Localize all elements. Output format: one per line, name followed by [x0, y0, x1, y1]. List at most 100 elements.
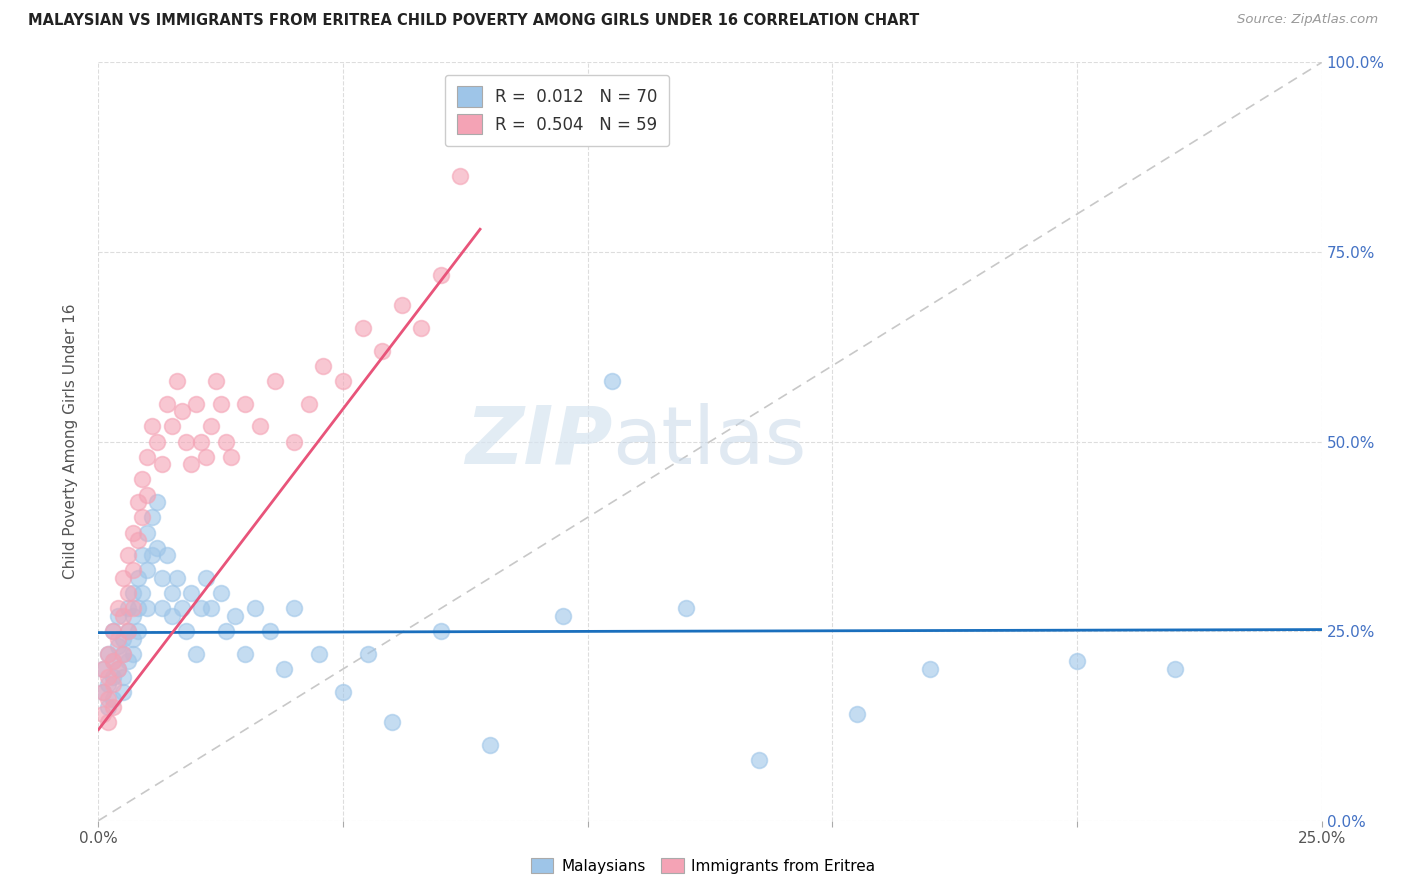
Point	[117, 601, 139, 615]
Point	[121, 608, 143, 623]
Point	[101, 655, 124, 669]
Point	[233, 396, 256, 410]
Point	[214, 434, 236, 449]
Point	[190, 601, 212, 615]
Point	[101, 655, 124, 669]
Point	[101, 692, 124, 706]
Point	[1164, 662, 1187, 676]
Point	[332, 685, 354, 699]
Point	[111, 685, 134, 699]
Point	[91, 707, 114, 722]
Point	[920, 662, 942, 676]
Point	[283, 601, 305, 615]
Point	[117, 655, 139, 669]
Point	[430, 624, 453, 639]
Text: ZIP: ZIP	[465, 402, 612, 481]
Point	[107, 662, 129, 676]
Point	[308, 647, 330, 661]
Point	[97, 677, 120, 691]
Point	[200, 419, 222, 434]
Point	[107, 608, 129, 623]
Point	[136, 487, 159, 501]
Point	[91, 685, 114, 699]
Point	[166, 571, 188, 585]
Point	[136, 601, 159, 615]
Text: Source: ZipAtlas.com: Source: ZipAtlas.com	[1237, 13, 1378, 27]
Point	[259, 624, 281, 639]
Point	[121, 525, 143, 540]
Legend: Malaysians, Immigrants from Eritrea: Malaysians, Immigrants from Eritrea	[524, 852, 882, 880]
Point	[127, 571, 149, 585]
Point	[146, 434, 169, 449]
Point	[283, 434, 305, 449]
Point	[141, 510, 163, 524]
Point	[127, 624, 149, 639]
Point	[166, 374, 188, 388]
Point	[170, 404, 193, 418]
Point	[101, 624, 124, 639]
Point	[219, 450, 242, 464]
Point	[97, 669, 120, 683]
Point	[121, 647, 143, 661]
Point	[101, 677, 124, 691]
Point	[356, 647, 378, 661]
Point	[111, 647, 134, 661]
Point	[176, 624, 198, 639]
Point	[97, 647, 120, 661]
Point	[127, 601, 149, 615]
Point	[111, 647, 134, 661]
Point	[391, 298, 413, 312]
Point	[243, 601, 266, 615]
Point	[195, 571, 218, 585]
Point	[371, 343, 394, 358]
Point	[107, 632, 129, 646]
Point	[176, 434, 198, 449]
Point	[97, 647, 120, 661]
Point	[224, 608, 246, 623]
Point	[200, 601, 222, 615]
Point	[156, 396, 179, 410]
Point	[352, 320, 374, 334]
Point	[121, 601, 143, 615]
Point	[186, 396, 208, 410]
Point	[117, 548, 139, 563]
Point	[845, 707, 868, 722]
Point	[156, 548, 179, 563]
Point	[111, 571, 134, 585]
Point	[127, 495, 149, 509]
Point	[180, 458, 202, 472]
Point	[117, 624, 139, 639]
Point	[121, 564, 143, 578]
Point	[107, 662, 129, 676]
Point	[107, 639, 129, 653]
Point	[553, 608, 575, 623]
Point	[150, 601, 173, 615]
Point	[430, 268, 453, 282]
Y-axis label: Child Poverty Among Girls Under 16: Child Poverty Among Girls Under 16	[63, 304, 77, 579]
Point	[136, 525, 159, 540]
Point	[131, 586, 153, 600]
Point	[141, 419, 163, 434]
Point	[136, 564, 159, 578]
Point	[195, 450, 218, 464]
Point	[160, 419, 183, 434]
Point	[160, 608, 183, 623]
Point	[381, 715, 404, 730]
Point	[111, 632, 134, 646]
Point	[1066, 655, 1088, 669]
Point	[180, 586, 202, 600]
Text: atlas: atlas	[612, 402, 807, 481]
Point	[150, 458, 173, 472]
Point	[450, 169, 472, 184]
Point	[298, 396, 321, 410]
Point	[209, 396, 232, 410]
Point	[312, 359, 335, 373]
Point	[117, 624, 139, 639]
Point	[170, 601, 193, 615]
Point	[121, 632, 143, 646]
Point	[263, 374, 285, 388]
Point	[107, 601, 129, 615]
Point	[186, 647, 208, 661]
Point	[205, 374, 228, 388]
Point	[91, 662, 114, 676]
